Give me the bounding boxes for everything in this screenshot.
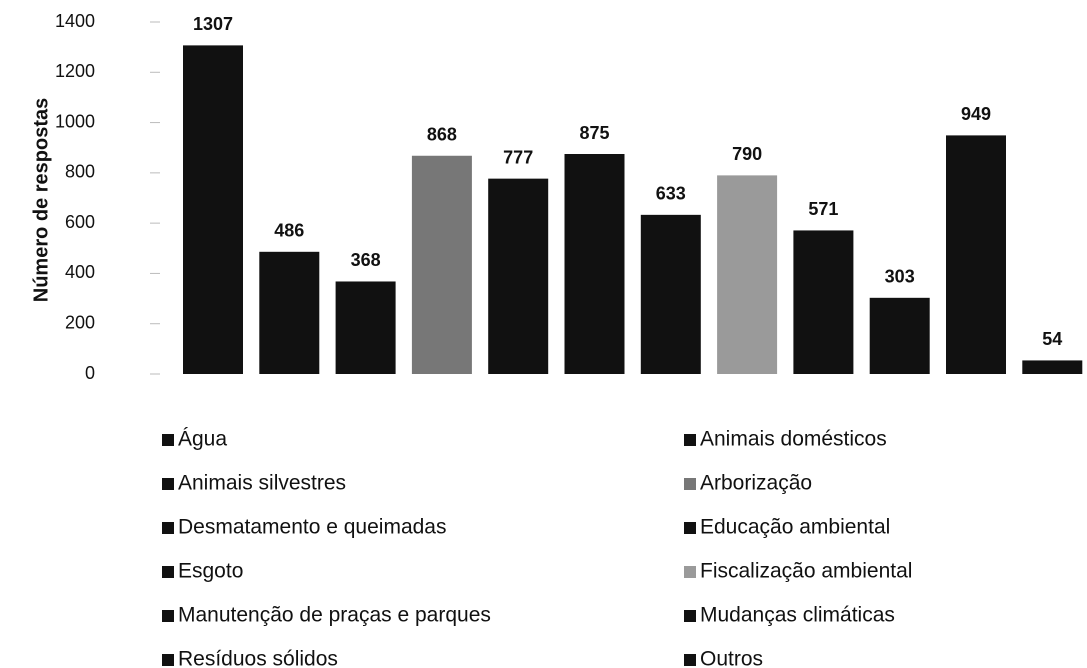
bar xyxy=(564,154,625,374)
value-label: 949 xyxy=(961,104,991,124)
value-label: 868 xyxy=(427,125,457,145)
legend-swatch xyxy=(684,654,696,666)
value-label: 790 xyxy=(732,144,762,164)
legend-swatch xyxy=(162,478,174,490)
legend-swatch xyxy=(684,610,696,622)
value-label: 571 xyxy=(808,199,838,219)
y-tick-label: 600 xyxy=(65,212,95,232)
bar xyxy=(640,214,701,374)
value-label: 777 xyxy=(503,147,533,167)
y-axis-label: Número de respostas xyxy=(30,98,52,303)
y-tick-label: 1200 xyxy=(55,61,95,81)
bar xyxy=(793,230,854,374)
legend-label: Água xyxy=(178,428,227,451)
value-label: 1307 xyxy=(193,14,233,34)
legend-swatch xyxy=(684,522,696,534)
value-label: 486 xyxy=(274,221,304,241)
bar xyxy=(1022,360,1083,374)
legend-label: Arborização xyxy=(700,472,812,495)
legend-swatch xyxy=(684,566,696,578)
y-tick-label: 1400 xyxy=(55,11,95,31)
legend-label: Fiscalização ambiental xyxy=(700,560,912,583)
legend-swatch xyxy=(684,434,696,446)
y-tick-label: 800 xyxy=(65,162,95,182)
legend-label: Desmatamento e queimadas xyxy=(178,516,446,539)
legend-swatch xyxy=(162,566,174,578)
y-tick-label: 400 xyxy=(65,262,95,282)
bar xyxy=(946,135,1006,374)
legend-label: Educação ambiental xyxy=(700,516,890,539)
legend-swatch xyxy=(162,610,174,622)
bar xyxy=(717,175,778,374)
legend-label: Animais domésticos xyxy=(700,428,887,451)
bar xyxy=(335,281,396,374)
value-label: 633 xyxy=(656,184,686,204)
bar xyxy=(411,155,472,374)
value-label: 303 xyxy=(885,267,915,287)
y-tick-label: 200 xyxy=(65,312,95,332)
legend-label: Manutenção de praças e parques xyxy=(178,604,491,627)
legend-swatch xyxy=(162,522,174,534)
y-tick-label: 0 xyxy=(85,363,95,383)
legend-swatch xyxy=(162,654,174,666)
legend-label: Resíduos sólidos xyxy=(178,648,338,668)
bar xyxy=(869,297,930,374)
legend-label: Outros xyxy=(700,648,763,668)
legend-swatch xyxy=(684,478,696,490)
bar xyxy=(259,251,320,374)
legend-label: Mudanças climáticas xyxy=(700,604,895,627)
legend-label: Animais silvestres xyxy=(178,472,346,495)
legend-label: Esgoto xyxy=(178,560,243,583)
bar xyxy=(183,45,243,374)
bar xyxy=(488,178,549,374)
value-label: 875 xyxy=(579,123,609,143)
y-tick-label: 1000 xyxy=(55,111,95,131)
value-label: 368 xyxy=(351,250,381,270)
value-label: 54 xyxy=(1042,329,1062,349)
legend-swatch xyxy=(162,434,174,446)
